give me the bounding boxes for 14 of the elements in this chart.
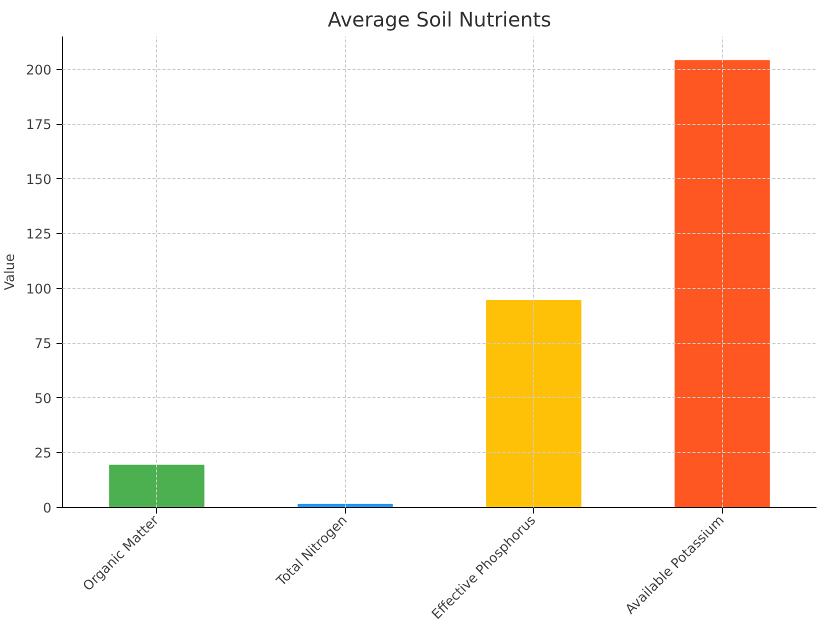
y-tick-label: 0 [43,502,52,516]
y-axis-title: Value [3,254,18,290]
chart-title: Average Soil Nutrients [328,8,552,32]
y-tick-label: 200 [26,63,52,78]
y-tick-label: 50 [34,392,52,407]
y-tick-label: 125 [26,228,52,243]
y-tick-label: 150 [26,172,52,188]
y-tick-label: 75 [34,337,52,352]
y-tick-label: 175 [26,118,52,134]
y-tick-label: 100 [26,282,52,298]
bar [486,300,582,508]
bar [109,464,204,508]
y-tick-label: 25 [34,446,52,462]
bar [674,60,770,508]
